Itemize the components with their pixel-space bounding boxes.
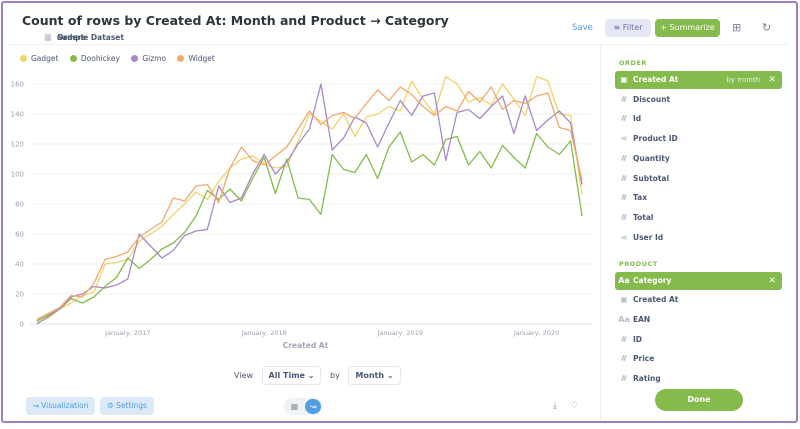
plus-icon: + [660,23,667,32]
chart-view-icon[interactable]: ↝ [305,399,321,414]
by-label: by [330,371,340,380]
legend-item-gizmo[interactable]: Gizmo [131,54,166,63]
y-tick-label: 60 [15,231,24,239]
calendar-icon: ▣ [620,295,628,304]
legend-item-doohickey[interactable]: Doohickey [69,54,120,63]
hash-icon: # [620,95,628,104]
sidebar-item-product-created-at[interactable]: ▣ Created At [615,291,782,309]
sidebar-item-price[interactable]: # Price [615,350,782,368]
sidebar-item-id[interactable]: # Id [615,110,782,128]
connections-icon: ⋖ [620,134,628,143]
view-label: View [234,371,253,380]
hash-icon: # [620,193,628,202]
x-tick-label: January, 2018 [240,329,286,337]
database-icon: ☷ [44,33,52,42]
y-tick-label: 140 [11,111,24,119]
y-tick-label: 0 [20,321,24,329]
series-line-gadget [36,75,583,324]
breadcrumb-table[interactable]: ▦ Orders [39,29,206,47]
close-icon[interactable]: ✕ [768,75,776,85]
sidebar-item-product-id[interactable]: ⋖ Product ID [615,130,782,148]
bell-icon[interactable]: ♡ [570,401,579,411]
table-view-icon[interactable]: ▦ [290,402,299,411]
chevron-down-icon: ⌄ [386,371,394,380]
page-title: Count of rows by Created At: Month and P… [22,13,449,28]
hash-icon: # [620,174,628,183]
view-bar: View All Time ⌄ by Month ⌄ [234,366,407,385]
display-toggle: ▦ ↝ [284,398,323,415]
sidebar-item-created-at[interactable]: ▣ Created At by month ✕ [615,71,782,89]
series-line-widget [36,86,583,321]
refresh-icon[interactable]: ↻ [762,21,772,34]
legend-dot-gadget [20,55,27,62]
x-tick-label: January, 2019 [377,329,423,337]
hash-icon: # [620,114,628,123]
hash-icon: # [620,354,628,363]
sidebar-item-quantity[interactable]: # Quantity [615,150,782,168]
settings-button[interactable]: ⚙ Settings [100,397,154,415]
unit-select[interactable]: Month ⌄ [348,366,401,385]
summarize-button[interactable]: + Summarize [655,19,720,37]
sidebar-item-total[interactable]: # Total [615,209,782,227]
breadcrumb-database[interactable]: ☷ Sample Dataset [39,29,206,47]
connections-icon: ⋖ [620,233,628,242]
line-chart-icon: ↝ [32,401,39,410]
hash-icon: # [620,374,628,383]
series-line-gizmo [36,83,583,325]
calendar-icon: ▣ [620,75,628,84]
legend-dot-doohickey [69,55,77,62]
done-button[interactable]: Done [655,389,743,411]
chart-legend: Gadget Doohickey Gizmo Widget [20,54,224,63]
sidebar-item-subtotal[interactable]: # Subtotal [615,170,782,188]
save-button[interactable]: Save [572,23,593,33]
sidebar-item-user-id[interactable]: ⋖ User Id [615,229,782,247]
gear-icon: ⚙ [107,401,114,410]
legend-dot-widget [177,55,185,62]
download-icon[interactable]: ⤓ [553,401,557,411]
legend-item-gadget[interactable]: Gadget [20,54,58,63]
line-chart: 0 20 40 60 80 100 120 140 160 January, 2017 Januar… [11,75,592,350]
sidebar-item-category[interactable]: Aa Category ✕ [615,272,782,290]
bucket-label[interactable]: by month [726,76,760,84]
filter-icon: ≡ [613,23,621,32]
series-line-doohickey [36,131,583,322]
hash-icon: # [620,154,628,163]
close-icon[interactable]: ✕ [768,276,776,286]
sidebar-item-rating[interactable]: # Rating [615,370,782,388]
sidebar-item-tax[interactable]: # Tax [615,189,782,207]
x-tick-label: January, 2020 [513,329,559,337]
sidebar-item-ean[interactable]: Aa EAN [615,311,782,329]
filter-button[interactable]: ≡ Filter [605,19,651,37]
order-section-title: ORDER [619,59,647,67]
visualization-button[interactable]: ↝ Visualization [26,397,95,415]
y-tick-label: 120 [11,141,24,149]
notebook-icon[interactable]: ⊞ [732,21,742,34]
product-section-title: PRODUCT [619,260,658,268]
x-tick-label: January, 2017 [104,329,150,337]
y-tick-label: 100 [11,171,24,179]
y-tick-label: 20 [15,291,24,299]
x-axis-label: Created At [283,341,329,350]
range-select[interactable]: All Time ⌄ [261,366,322,385]
y-tick-label: 160 [11,81,24,89]
hash-icon: # [620,213,628,222]
sidebar-item-discount[interactable]: # Discount [615,91,782,109]
window-frame [1,1,798,423]
y-tick-label: 80 [15,201,24,209]
string-icon: Aa [618,276,630,285]
legend-item-widget[interactable]: Widget [177,54,215,63]
y-tick-label: 40 [15,261,24,269]
string-icon: Aa [618,315,630,324]
legend-dot-gizmo [131,55,139,62]
query-header: Count of rows by Created At: Month and P… [8,3,788,45]
table-icon: ▦ [44,33,52,42]
sidebar-item-product-id-field[interactable]: # ID [615,331,782,349]
hash-icon: # [620,335,628,344]
summarize-sidebar [600,45,790,421]
chevron-down-icon: ⌄ [307,371,315,380]
